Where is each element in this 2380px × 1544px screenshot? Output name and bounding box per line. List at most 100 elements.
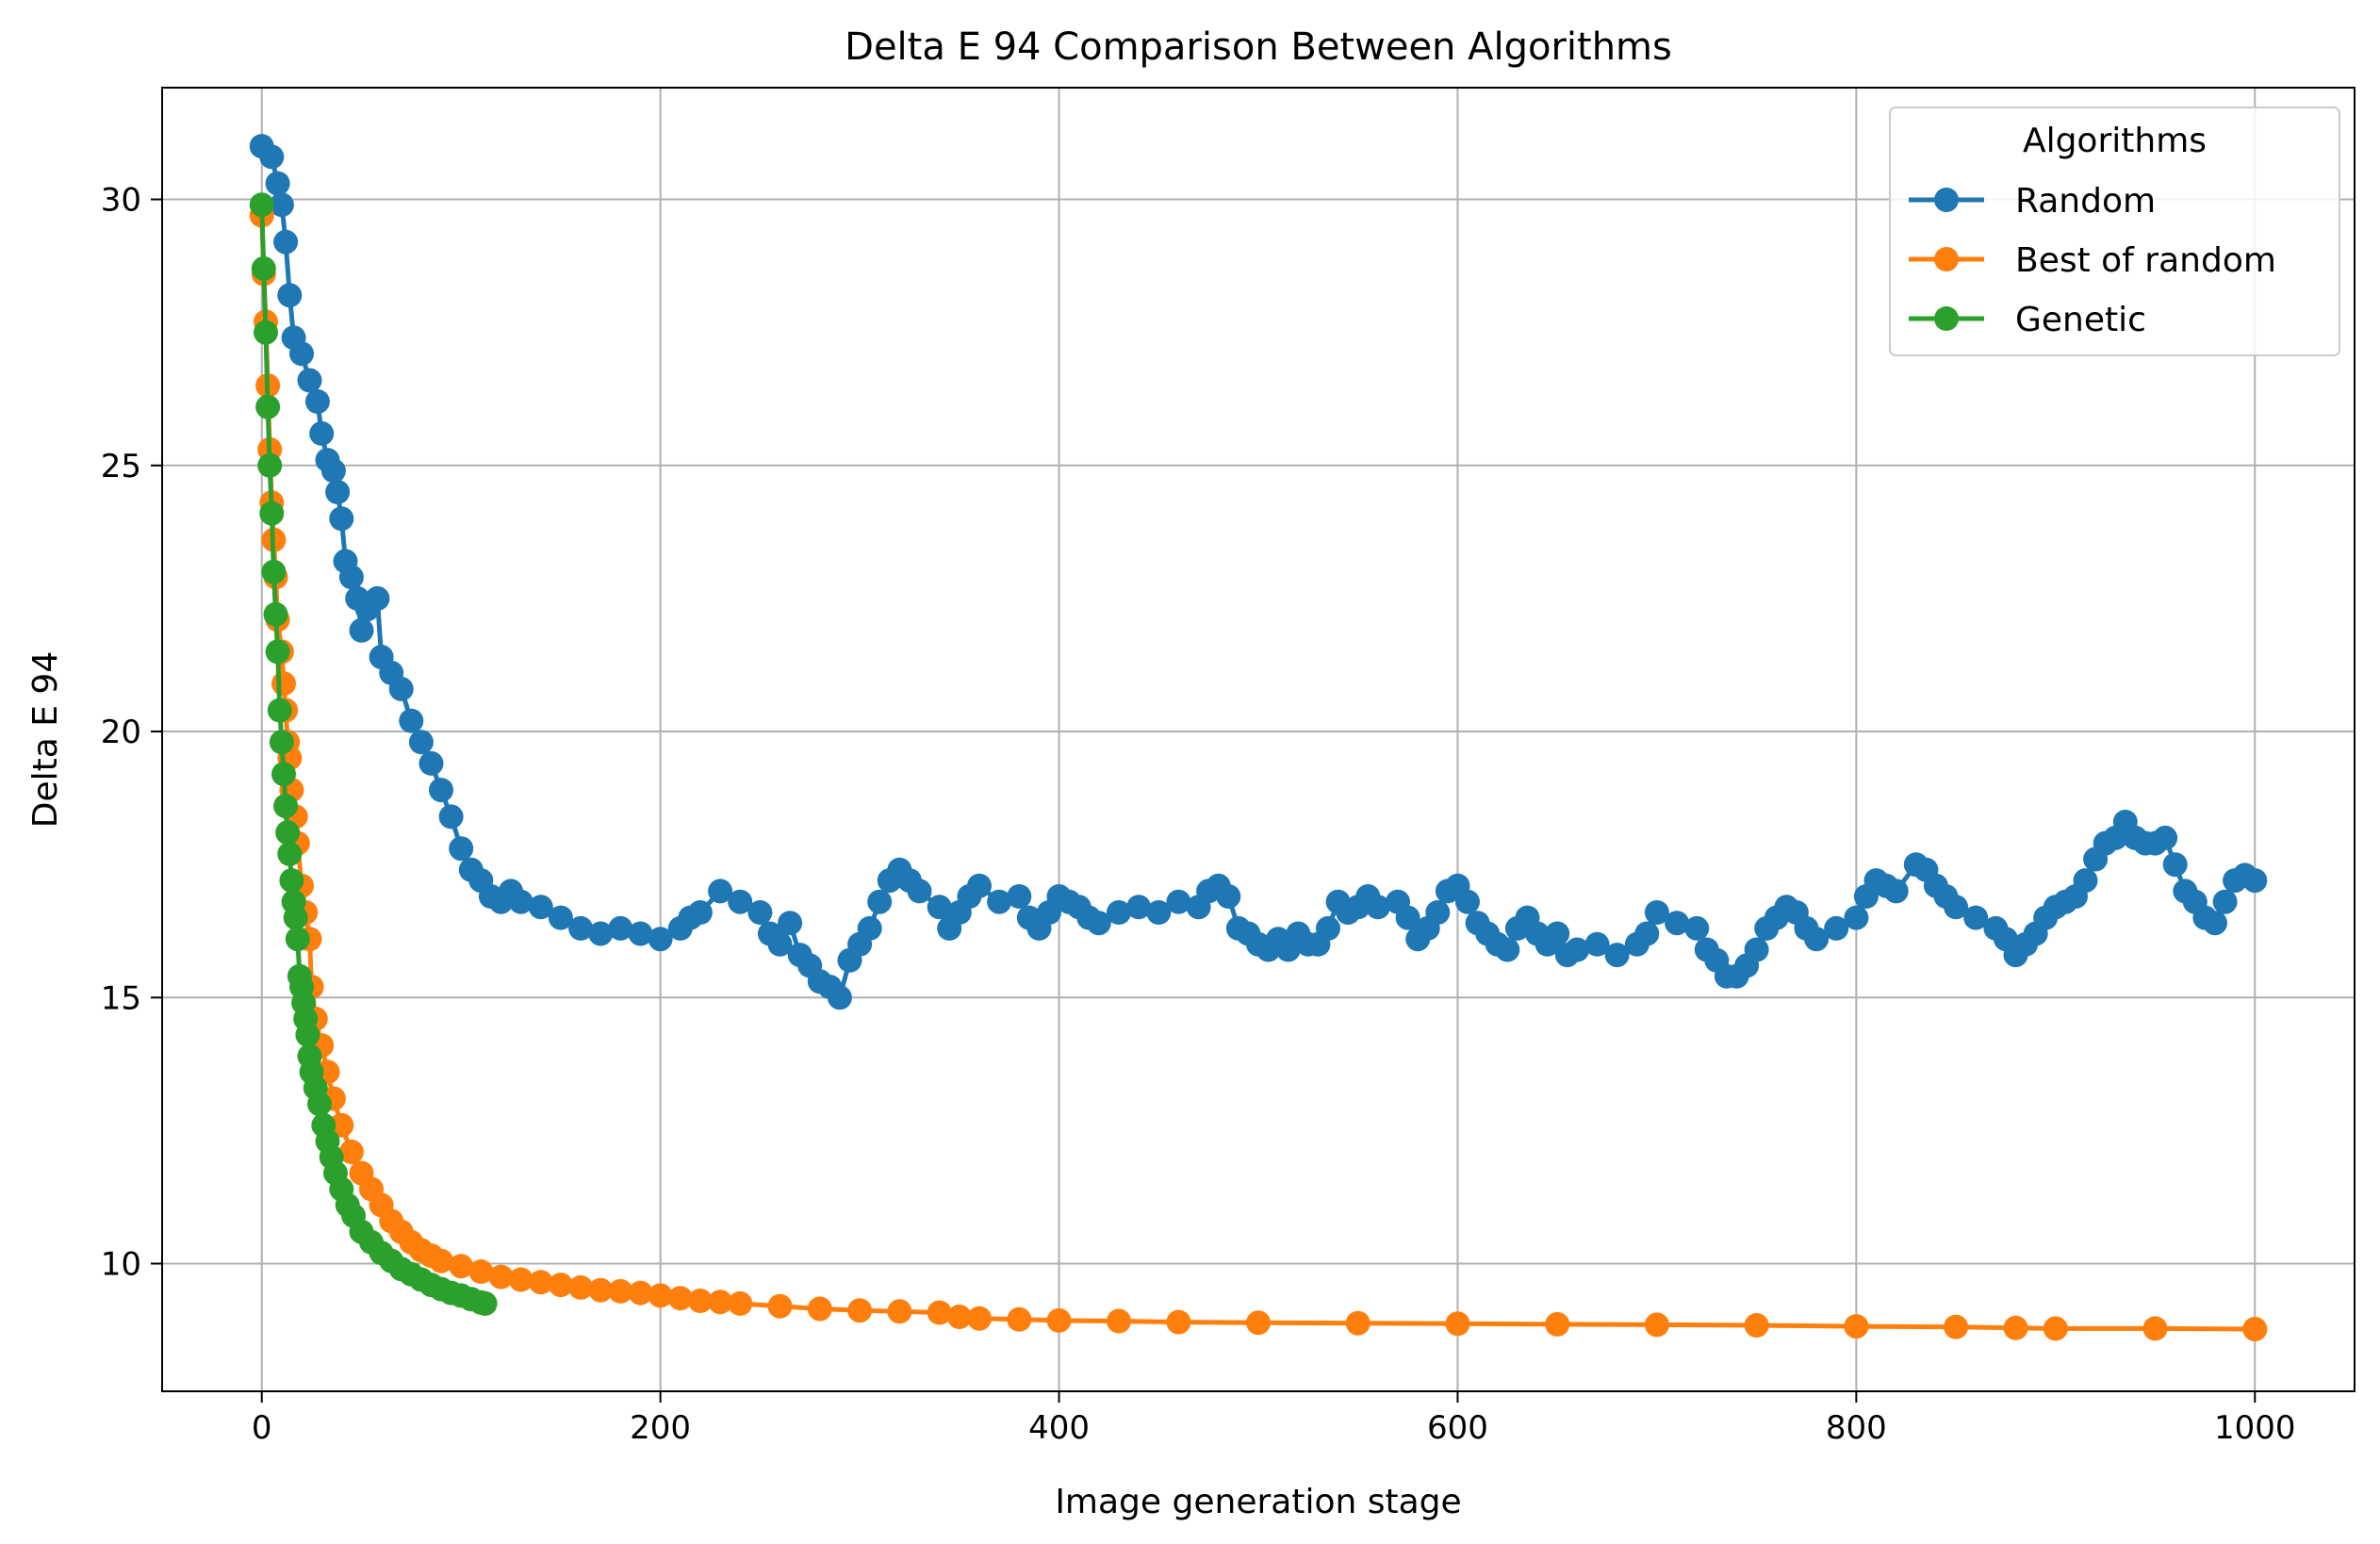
- data-point-random: [1684, 915, 1710, 941]
- data-point-random: [1395, 905, 1420, 930]
- data-point-random: [1804, 927, 1830, 952]
- data-point-random: [273, 229, 299, 255]
- data-point-genetic: [257, 452, 283, 478]
- data-point-genetic: [265, 639, 290, 665]
- data-point-best-of-random: [687, 1289, 713, 1313]
- data-point-best-of-random: [608, 1278, 633, 1304]
- series-genetic: [249, 192, 498, 1316]
- data-point-random: [1425, 900, 1451, 925]
- data-point-random: [309, 420, 335, 446]
- data-point-random: [408, 730, 434, 755]
- data-point-random: [857, 915, 882, 941]
- data-point-random: [1316, 915, 1340, 941]
- data-point-genetic: [269, 730, 294, 755]
- chart-title: Delta E 94 Comparison Between Algorithms: [845, 25, 1672, 69]
- data-point-random: [1126, 895, 1152, 920]
- data-point-random: [325, 480, 351, 504]
- x-tick-label: 0: [252, 1409, 272, 1447]
- data-point-genetic: [255, 394, 281, 419]
- data-point-best-of-random: [667, 1286, 693, 1311]
- data-point-genetic: [249, 192, 274, 218]
- data-point-random: [304, 389, 330, 414]
- data-point-genetic: [472, 1290, 498, 1316]
- data-point-best-of-random: [847, 1298, 873, 1323]
- data-point-genetic: [307, 1092, 332, 1117]
- data-point-random: [628, 921, 653, 946]
- data-point-best-of-random: [927, 1300, 952, 1325]
- data-point-random: [269, 192, 294, 218]
- data-point-genetic: [295, 1022, 320, 1047]
- y-tick-label: 10: [101, 1246, 141, 1284]
- data-point-random: [1216, 884, 1241, 909]
- data-point-random: [1644, 900, 1669, 925]
- data-point-random: [320, 458, 346, 484]
- data-point-random: [419, 750, 444, 776]
- data-point-random: [548, 905, 573, 930]
- data-point-best-of-random: [767, 1293, 793, 1319]
- x-tick-label: 200: [630, 1409, 691, 1447]
- data-point-random: [767, 931, 793, 957]
- data-point-best-of-random: [329, 1112, 354, 1138]
- data-point-best-of-random: [568, 1274, 594, 1300]
- data-point-random: [1963, 905, 1989, 930]
- legend: Algorithms Random Best of random Genetic: [1889, 107, 2340, 356]
- x-tick-label: 1000: [2214, 1409, 2296, 1447]
- data-point-genetic: [275, 820, 301, 846]
- data-point-random: [1565, 937, 1590, 962]
- data-point-genetic: [283, 905, 308, 930]
- data-point-best-of-random: [1007, 1306, 1032, 1332]
- data-point-random: [329, 506, 354, 532]
- y-axis-label: Delta E 94: [26, 651, 65, 829]
- data-point-random: [778, 911, 803, 936]
- data-point-random: [987, 889, 1012, 914]
- data-point-random: [438, 804, 464, 829]
- data-point-random: [867, 889, 893, 914]
- data-point-random: [728, 889, 753, 914]
- data-point-best-of-random: [728, 1290, 753, 1316]
- data-point-random: [568, 915, 594, 941]
- data-point-best-of-random: [449, 1254, 474, 1279]
- data-point-random: [687, 900, 713, 925]
- data-point-random: [1604, 943, 1630, 968]
- data-point-best-of-random: [588, 1277, 614, 1303]
- data-point-genetic: [267, 698, 292, 723]
- legend-marker-best-of-random: [1934, 247, 1959, 271]
- legend-marker-genetic: [1934, 306, 1959, 331]
- data-point-random: [259, 144, 285, 170]
- data-point-random: [747, 900, 773, 925]
- x-tick-label: 400: [1028, 1409, 1090, 1447]
- data-point-best-of-random: [528, 1270, 553, 1295]
- data-point-best-of-random: [1844, 1314, 1869, 1339]
- data-point-random: [338, 565, 364, 590]
- data-point-best-of-random: [1166, 1309, 1191, 1335]
- data-point-best-of-random: [2142, 1316, 2168, 1341]
- data-point-best-of-random: [1107, 1308, 1131, 1334]
- data-point-random: [927, 895, 952, 920]
- data-point-genetic: [259, 501, 285, 526]
- data-point-best-of-random: [946, 1305, 972, 1329]
- data-point-random: [1086, 911, 1111, 936]
- data-point-random: [967, 873, 992, 898]
- data-point-random: [388, 676, 414, 701]
- data-point-genetic: [285, 927, 310, 952]
- data-point-random: [827, 985, 852, 1010]
- data-point-best-of-random: [1046, 1307, 1072, 1333]
- data-point-random: [1166, 889, 1191, 914]
- data-point-best-of-random: [338, 1140, 364, 1164]
- data-point-genetic: [263, 601, 288, 627]
- data-point-random: [1665, 911, 1690, 936]
- y-tick-label: 30: [101, 182, 141, 220]
- data-point-random: [265, 171, 290, 196]
- x-tick-label: 600: [1427, 1409, 1488, 1447]
- data-point-random: [2242, 868, 2268, 894]
- y-tick-label: 20: [101, 714, 141, 751]
- data-point-random: [289, 341, 314, 367]
- data-point-best-of-random: [2043, 1316, 2068, 1341]
- data-point-genetic: [254, 320, 278, 345]
- data-point-best-of-random: [1744, 1313, 1769, 1338]
- data-point-best-of-random: [967, 1306, 992, 1331]
- legend-label-genetic: Genetic: [2015, 301, 2146, 339]
- axes-frame: [161, 87, 2355, 1392]
- data-point-random: [1883, 879, 1909, 904]
